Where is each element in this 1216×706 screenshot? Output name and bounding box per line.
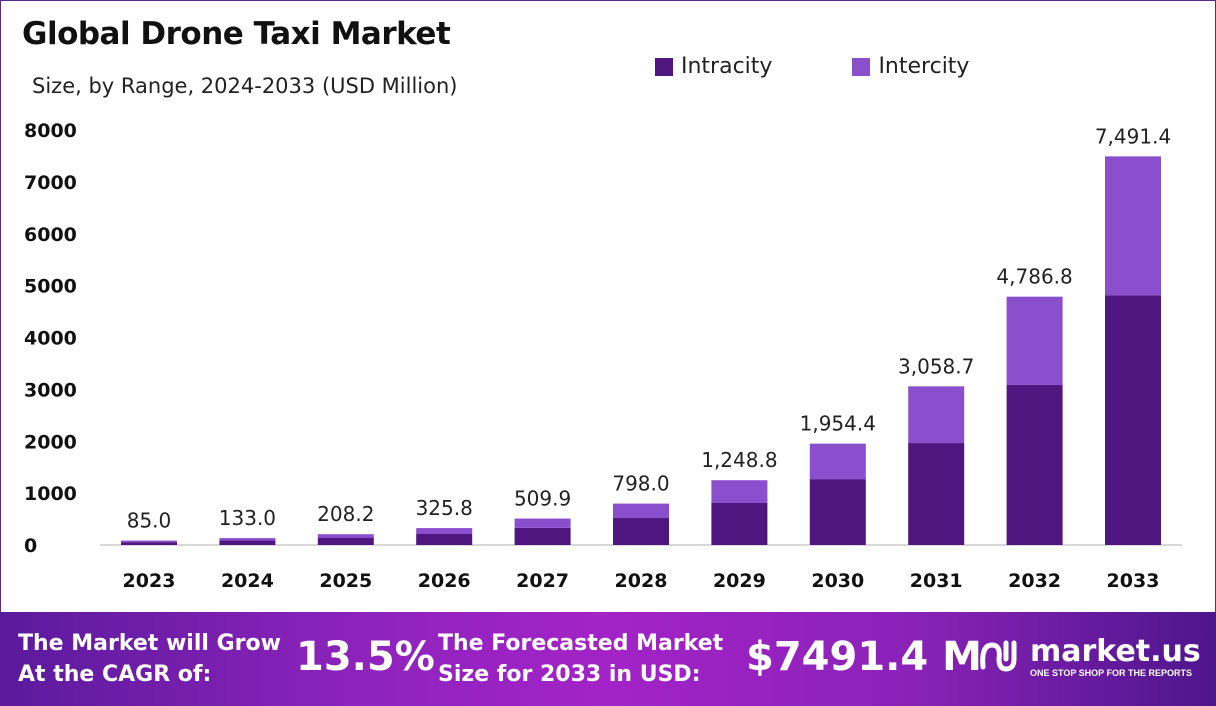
forecast-label: The Forecasted Market Size for 2033 in U… bbox=[438, 628, 723, 690]
bar-intercity-2029 bbox=[711, 480, 768, 503]
x-tick-label: 2026 bbox=[418, 570, 471, 592]
forecast-label-line1: The Forecasted Market bbox=[438, 631, 724, 656]
bar-intracity-2031 bbox=[908, 443, 965, 545]
legend-label: Intercity bbox=[878, 54, 970, 79]
y-tick-label: 4000 bbox=[24, 328, 77, 350]
legend: Intracity Intercity bbox=[655, 54, 969, 79]
x-tick-label: 2032 bbox=[1008, 570, 1061, 592]
bar-intercity-2027 bbox=[514, 518, 571, 528]
y-tick-label: 3000 bbox=[24, 379, 77, 401]
bar-intercity-2026 bbox=[416, 528, 473, 535]
cagr-value: 13.5% bbox=[296, 634, 435, 680]
bar-intracity-2029 bbox=[711, 502, 768, 545]
bar-intercity-2025 bbox=[317, 534, 374, 538]
bar-intercity-2024 bbox=[219, 538, 276, 541]
data-label-2023: 85.0 bbox=[127, 509, 172, 533]
footer-banner: The Market will Grow At the CAGR of: 13.… bbox=[0, 612, 1216, 706]
cagr-label-line2: At the CAGR of: bbox=[18, 662, 212, 687]
data-label-2033: 7,491.4 bbox=[1095, 124, 1171, 148]
x-tick-label: 2025 bbox=[319, 570, 372, 592]
forecast-value: $7491.4 M bbox=[746, 634, 982, 680]
market-us-logo: market.us ONE STOP SHOP FOR THE REPORTS bbox=[978, 636, 1201, 678]
bar-intercity-2032 bbox=[1006, 296, 1063, 385]
forecast-label-line2: Size for 2033 in USD: bbox=[438, 662, 701, 687]
bar-intracity-2033 bbox=[1105, 295, 1161, 545]
y-tick-label: 5000 bbox=[24, 276, 77, 298]
bar-intracity-2026 bbox=[416, 534, 473, 545]
market-us-logo-icon bbox=[980, 640, 1017, 672]
legend-swatch-intracity bbox=[655, 57, 673, 76]
cagr-label-line1: The Market will Grow bbox=[18, 631, 281, 656]
x-tick-label: 2023 bbox=[123, 570, 176, 592]
data-label-2030: 1,954.4 bbox=[800, 412, 876, 436]
bar-intracity-2024 bbox=[219, 540, 276, 545]
bar-intracity-2032 bbox=[1006, 384, 1063, 545]
bar-intercity-2028 bbox=[613, 503, 669, 519]
data-label-2032: 4,786.8 bbox=[996, 265, 1072, 289]
x-tick-label: 2024 bbox=[221, 570, 274, 592]
legend-item-intercity: Intercity bbox=[852, 54, 969, 79]
data-label-2029: 1,248.8 bbox=[701, 448, 777, 472]
y-tick-label: 2000 bbox=[24, 431, 77, 453]
y-tick-label: 1000 bbox=[24, 483, 77, 505]
legend-item-intracity: Intracity bbox=[655, 54, 772, 79]
bar-intracity-2023 bbox=[121, 542, 177, 545]
y-tick-label: 7000 bbox=[24, 172, 77, 194]
legend-swatch-intercity bbox=[852, 57, 871, 76]
x-tick-label: 2031 bbox=[910, 570, 963, 592]
x-tick-label: 2033 bbox=[1107, 570, 1160, 592]
brand-tagline: ONE STOP SHOP FOR THE REPORTS bbox=[1030, 668, 1193, 678]
x-tick-label: 2027 bbox=[516, 570, 569, 592]
bar-intracity-2028 bbox=[613, 518, 669, 545]
data-label-2024: 133.0 bbox=[219, 506, 276, 530]
y-tick-label: 8000 bbox=[24, 120, 77, 142]
data-label-2028: 798.0 bbox=[612, 472, 669, 496]
bar-intercity-2030 bbox=[809, 443, 866, 480]
bar-intracity-2025 bbox=[317, 537, 374, 545]
chart-title: Global Drone Taxi Market bbox=[22, 16, 451, 52]
data-label-2027: 509.9 bbox=[514, 487, 571, 511]
data-label-2026: 325.8 bbox=[416, 496, 473, 520]
x-tick-label: 2030 bbox=[811, 570, 864, 592]
bar-intercity-2031 bbox=[908, 386, 965, 444]
cagr-label: The Market will Grow At the CAGR of: bbox=[18, 628, 281, 690]
data-label-2025: 208.2 bbox=[317, 502, 374, 526]
bar-intracity-2027 bbox=[514, 527, 571, 545]
y-tick-label: 6000 bbox=[24, 224, 77, 246]
y-tick-label: 0 bbox=[24, 535, 37, 557]
x-tick-label: 2028 bbox=[615, 570, 668, 592]
data-label-2031: 3,058.7 bbox=[898, 354, 974, 378]
bar-intercity-2023 bbox=[121, 540, 177, 543]
chart-plot: 0 1000 2000 3000 4000 5000 6000 7000 8000 85.0 202… bbox=[24, 120, 1182, 592]
bar-intracity-2030 bbox=[809, 479, 866, 545]
x-tick-label: 2029 bbox=[713, 570, 766, 592]
legend-label: Intracity bbox=[681, 54, 773, 79]
brand-name: market.us bbox=[1030, 634, 1201, 669]
chart-subtitle: Size, by Range, 2024-2033 (USD Million) bbox=[32, 74, 458, 98]
bar-intercity-2033 bbox=[1105, 156, 1161, 296]
